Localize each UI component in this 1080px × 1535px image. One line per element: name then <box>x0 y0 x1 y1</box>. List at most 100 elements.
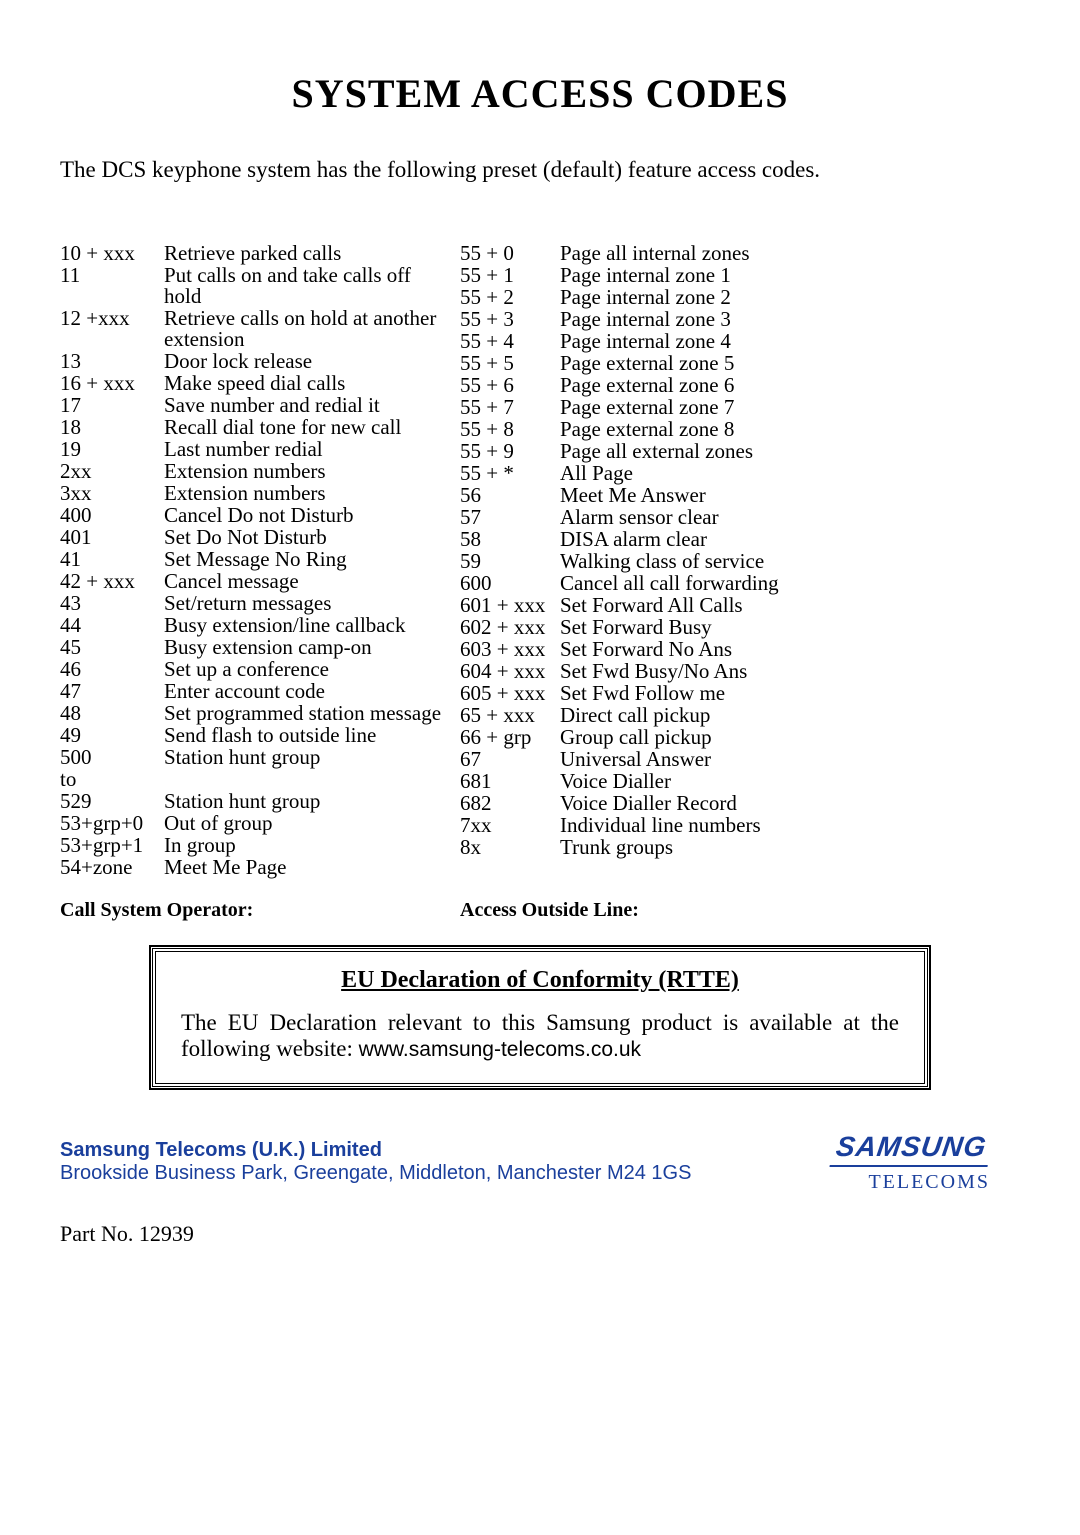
access-code: 600 <box>460 573 560 594</box>
code-row: 43Set/return messages <box>60 593 460 614</box>
code-row: 55 + 6Page external zone 6 <box>460 375 860 396</box>
code-description: Set/return messages <box>164 593 460 614</box>
access-code: 48 <box>60 703 164 724</box>
access-code: 682 <box>460 793 560 814</box>
code-description: Set up a conference <box>164 659 460 680</box>
code-description: Set Do Not Disturb <box>164 527 460 548</box>
declaration-url: www.samsung-telecoms.co.uk <box>359 1038 641 1061</box>
access-code: 55 + 3 <box>460 309 560 330</box>
code-row: 54+zoneMeet Me Page <box>60 857 460 878</box>
code-row: 401Set Do Not Disturb <box>60 527 460 548</box>
access-code: 55 + 1 <box>460 265 560 286</box>
code-row: 55 + 9Page all external zones <box>460 441 860 462</box>
code-description: DISA alarm clear <box>560 529 860 550</box>
codes-table: 10 + xxxRetrieve parked calls11Put calls… <box>60 243 1020 879</box>
code-description: Page external zone 8 <box>560 419 860 440</box>
code-row: 49Send flash to outside line <box>60 725 460 746</box>
access-code: 681 <box>460 771 560 792</box>
code-row: 7xxIndividual line numbers <box>460 815 860 836</box>
code-description: Save number and redial it <box>164 395 460 416</box>
access-code: 602 + xxx <box>460 617 560 638</box>
code-description: Send flash to outside line <box>164 725 460 746</box>
code-row: 55 + 5Page external zone 5 <box>460 353 860 374</box>
code-row: 8xTrunk groups <box>460 837 860 858</box>
code-row: 48Set programmed station message <box>60 703 460 724</box>
code-row: 2xxExtension numbers <box>60 461 460 482</box>
code-row: 67Universal Answer <box>460 749 860 770</box>
access-code: 500 <box>60 747 164 768</box>
page-title: SYSTEM ACCESS CODES <box>60 70 1020 117</box>
code-description: Page all internal zones <box>560 243 860 264</box>
access-code: 55 + * <box>460 463 560 484</box>
code-row: 55 + 2Page internal zone 2 <box>460 287 860 308</box>
access-code: 58 <box>460 529 560 550</box>
codes-left-column: 10 + xxxRetrieve parked calls11Put calls… <box>60 243 460 879</box>
part-number: Part No. 12939 <box>60 1221 1020 1247</box>
code-row: 47Enter account code <box>60 681 460 702</box>
declaration-text: The EU Declaration relevant to this Sams… <box>181 1010 899 1062</box>
access-code: 65 + xxx <box>460 705 560 726</box>
code-description: All Page <box>560 463 860 484</box>
code-row: 55 + 8Page external zone 8 <box>460 419 860 440</box>
code-row: 17Save number and redial it <box>60 395 460 416</box>
code-description: Set Fwd Busy/No Ans <box>560 661 860 682</box>
code-description: Direct call pickup <box>560 705 860 726</box>
code-row: 3xxExtension numbers <box>60 483 460 504</box>
footer: Samsung Telecoms (U.K.) Limited Brooksid… <box>60 1139 1020 1249</box>
code-description: Page external zone 6 <box>560 375 860 396</box>
code-description: Page external zone 5 <box>560 353 860 374</box>
code-row: 605 + xxxSet Fwd Follow me <box>460 683 860 704</box>
access-code: 54+zone <box>60 857 164 878</box>
access-code: 17 <box>60 395 164 416</box>
code-row: 65 + xxxDirect call pickup <box>460 705 860 726</box>
access-code: 401 <box>60 527 164 548</box>
code-row: 53+grp+0Out of group <box>60 813 460 834</box>
code-description: Trunk groups <box>560 837 860 858</box>
code-row: 44Busy extension/line callback <box>60 615 460 636</box>
code-description: Cancel all call forwarding <box>560 573 860 594</box>
code-row: 13Door lock release <box>60 351 460 372</box>
access-code: 529 <box>60 791 164 812</box>
access-code: 53+grp+0 <box>60 813 164 834</box>
access-code: 41 <box>60 549 164 570</box>
code-description: Extension numbers <box>164 461 460 482</box>
code-description: Set Forward All Calls <box>560 595 860 616</box>
call-operator-label: Call System Operator: <box>60 899 460 922</box>
access-code: 57 <box>460 507 560 528</box>
code-row: 682Voice Dialler Record <box>460 793 860 814</box>
code-row: 59Walking class of service <box>460 551 860 572</box>
code-row: 529Station hunt group <box>60 791 460 812</box>
code-description: Cancel message <box>164 571 460 592</box>
intro-text: The DCS keyphone system has the followin… <box>60 157 1020 183</box>
code-row: 600Cancel all call forwarding <box>460 573 860 594</box>
access-code: 47 <box>60 681 164 702</box>
code-description: Station hunt group <box>164 791 460 812</box>
access-code: 603 + xxx <box>460 639 560 660</box>
code-description: Retrieve calls on hold at another extens… <box>164 308 460 350</box>
code-description: Individual line numbers <box>560 815 860 836</box>
access-code: 59 <box>460 551 560 572</box>
code-description: Page all external zones <box>560 441 860 462</box>
code-row: 55 + 4Page internal zone 4 <box>460 331 860 352</box>
access-code: 55 + 5 <box>460 353 560 374</box>
code-description: Page external zone 7 <box>560 397 860 418</box>
access-code: 12 +xxx <box>60 308 164 329</box>
code-row: 500Station hunt group <box>60 747 460 768</box>
code-description: Walking class of service <box>560 551 860 572</box>
access-code: 601 + xxx <box>460 595 560 616</box>
code-description: Universal Answer <box>560 749 860 770</box>
access-code: 56 <box>460 485 560 506</box>
code-description: Busy extension camp-on <box>164 637 460 658</box>
code-description: Page internal zone 2 <box>560 287 860 308</box>
code-description: Recall dial tone for new call <box>164 417 460 438</box>
code-description: Put calls on and take calls off hold <box>164 265 460 307</box>
access-code: 18 <box>60 417 164 438</box>
code-row: 55 + 7Page external zone 7 <box>460 397 860 418</box>
access-code: 42 + xxx <box>60 571 164 592</box>
code-description: Set Message No Ring <box>164 549 460 570</box>
code-row: 12 +xxxRetrieve calls on hold at another… <box>60 308 460 350</box>
document-page: SYSTEM ACCESS CODES The DCS keyphone sys… <box>0 0 1080 1535</box>
access-code: 400 <box>60 505 164 526</box>
code-row: 604 + xxxSet Fwd Busy/No Ans <box>460 661 860 682</box>
access-code: 49 <box>60 725 164 746</box>
